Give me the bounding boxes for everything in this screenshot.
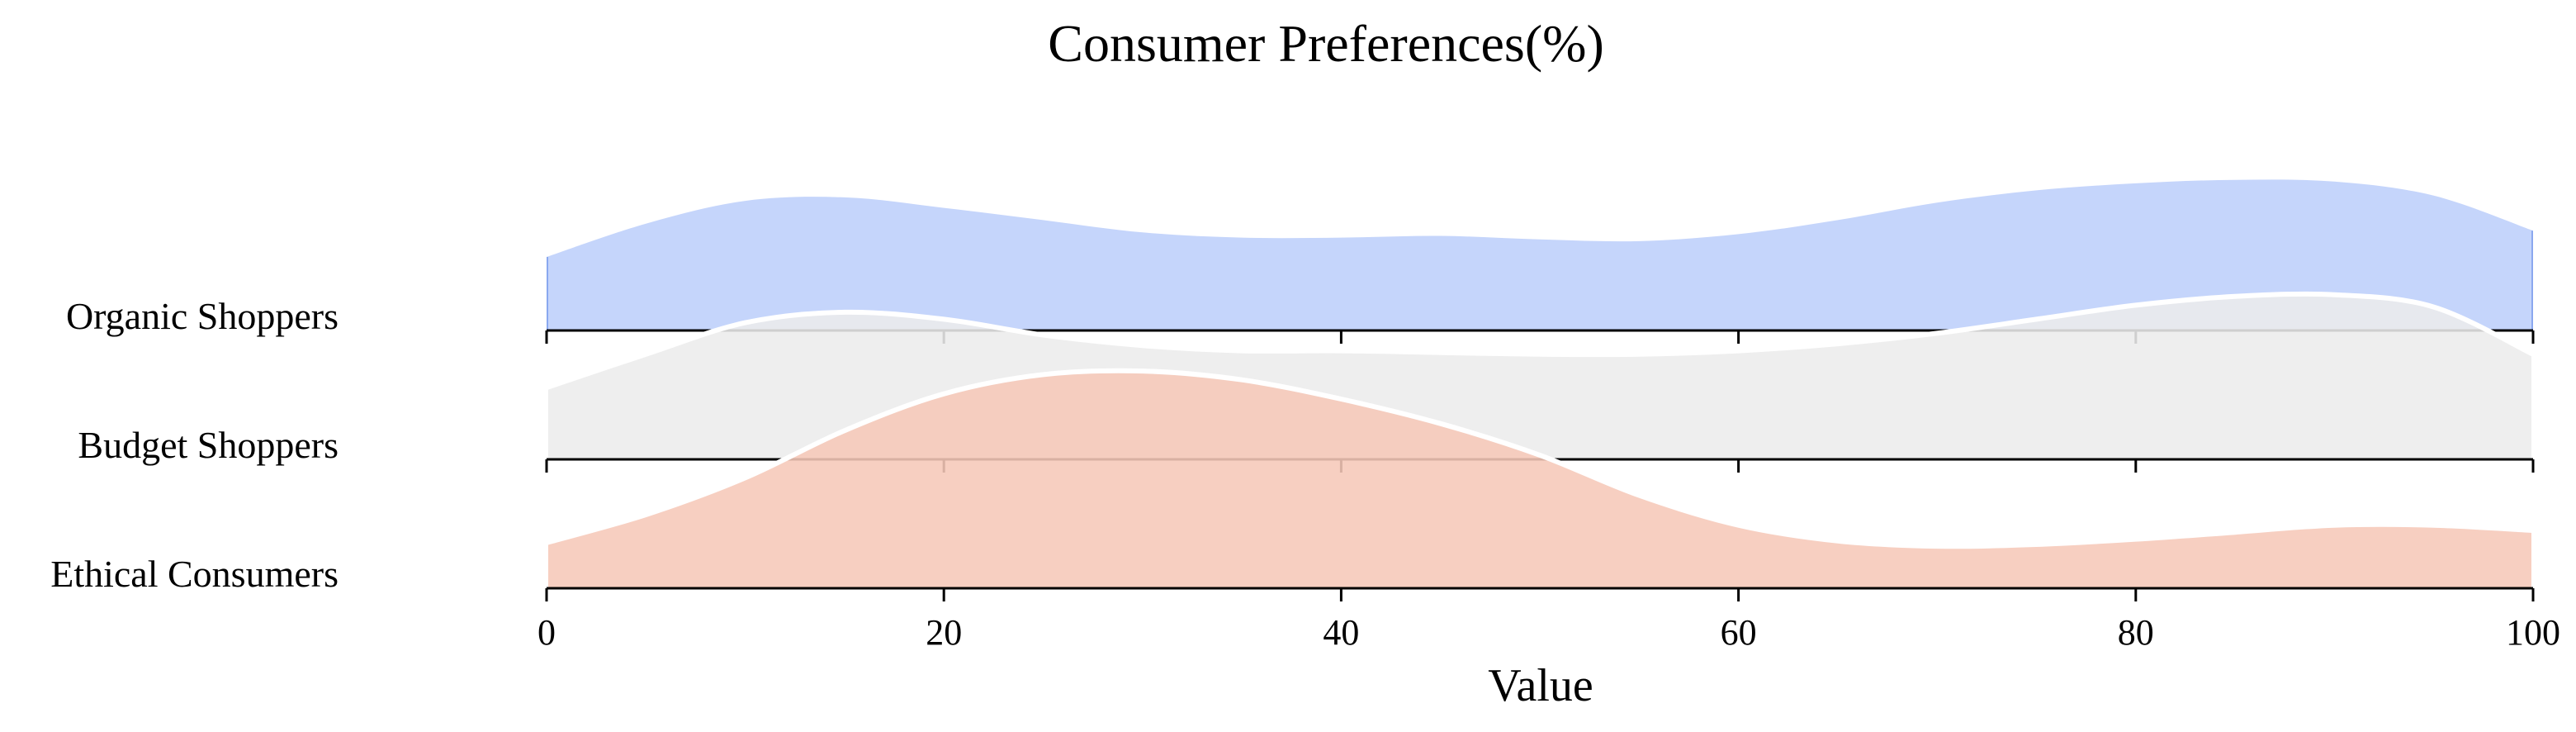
- ridges: Organic Shoppers Budget Shoppers Ethical C…: [50, 179, 2535, 601]
- x-axis-label: Value: [1488, 660, 1593, 711]
- category-label: Budget Shoppers: [78, 424, 339, 466]
- ridge-outline: [546, 291, 2535, 390]
- x-tick-label: 40: [1323, 612, 1359, 653]
- ridge-outline: [546, 368, 2534, 549]
- ridge-area: [547, 370, 2533, 588]
- x-tick-label: 20: [926, 612, 962, 653]
- category-label: Ethical Consumers: [50, 553, 339, 595]
- ridge-3: Ethical Consumers: [50, 368, 2535, 601]
- ridge-area: [547, 179, 2533, 330]
- chart-title: Consumer Preferences(%): [1048, 14, 1604, 73]
- x-tick-label: 80: [2118, 612, 2154, 653]
- x-tick-label: 0: [537, 612, 556, 653]
- x-tick-label: 60: [1721, 612, 1757, 653]
- x-tick-label: 100: [2506, 612, 2560, 653]
- x-tick-labels: 0 20 40 60 80 100: [537, 612, 2560, 653]
- category-label: Organic Shoppers: [66, 295, 339, 337]
